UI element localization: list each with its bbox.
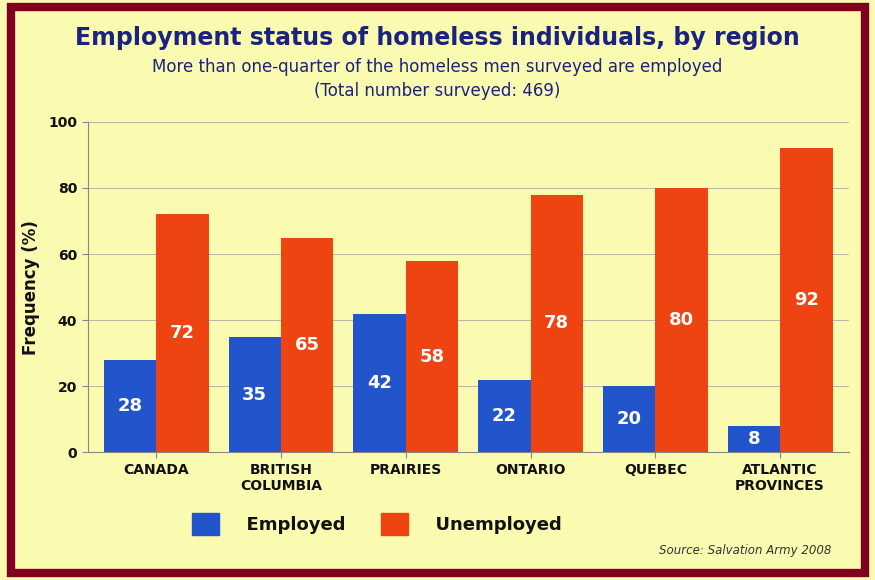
Bar: [728, 426, 780, 452]
Text: Source: Salvation Army 2008: Source: Salvation Army 2008: [659, 544, 831, 557]
Bar: [354, 314, 406, 452]
Text: 65: 65: [295, 336, 319, 354]
Bar: [406, 260, 458, 452]
Legend:   Employed,   Unemployed: Employed, Unemployed: [185, 506, 569, 542]
Text: 22: 22: [492, 407, 517, 425]
Text: 78: 78: [544, 314, 570, 332]
Bar: [281, 237, 333, 452]
Bar: [603, 386, 655, 452]
Text: 72: 72: [170, 324, 195, 342]
Text: 35: 35: [242, 386, 267, 404]
Text: 8: 8: [747, 430, 760, 448]
Bar: [156, 215, 208, 452]
Text: 42: 42: [367, 374, 392, 392]
Text: 58: 58: [419, 347, 444, 365]
Text: 28: 28: [117, 397, 143, 415]
Text: (Total number surveyed: 469): (Total number surveyed: 469): [314, 82, 561, 100]
Text: 20: 20: [617, 410, 641, 429]
Bar: [655, 188, 708, 452]
Bar: [780, 148, 832, 452]
Bar: [530, 194, 583, 452]
Y-axis label: Frequency (%): Frequency (%): [22, 220, 39, 354]
Text: Employment status of homeless individuals, by region: Employment status of homeless individual…: [75, 26, 800, 50]
Text: 80: 80: [669, 311, 694, 329]
Bar: [228, 336, 281, 452]
Text: 92: 92: [794, 291, 819, 309]
Bar: [478, 380, 530, 452]
Bar: [104, 360, 156, 452]
Text: More than one-quarter of the homeless men surveyed are employed: More than one-quarter of the homeless me…: [152, 58, 723, 76]
